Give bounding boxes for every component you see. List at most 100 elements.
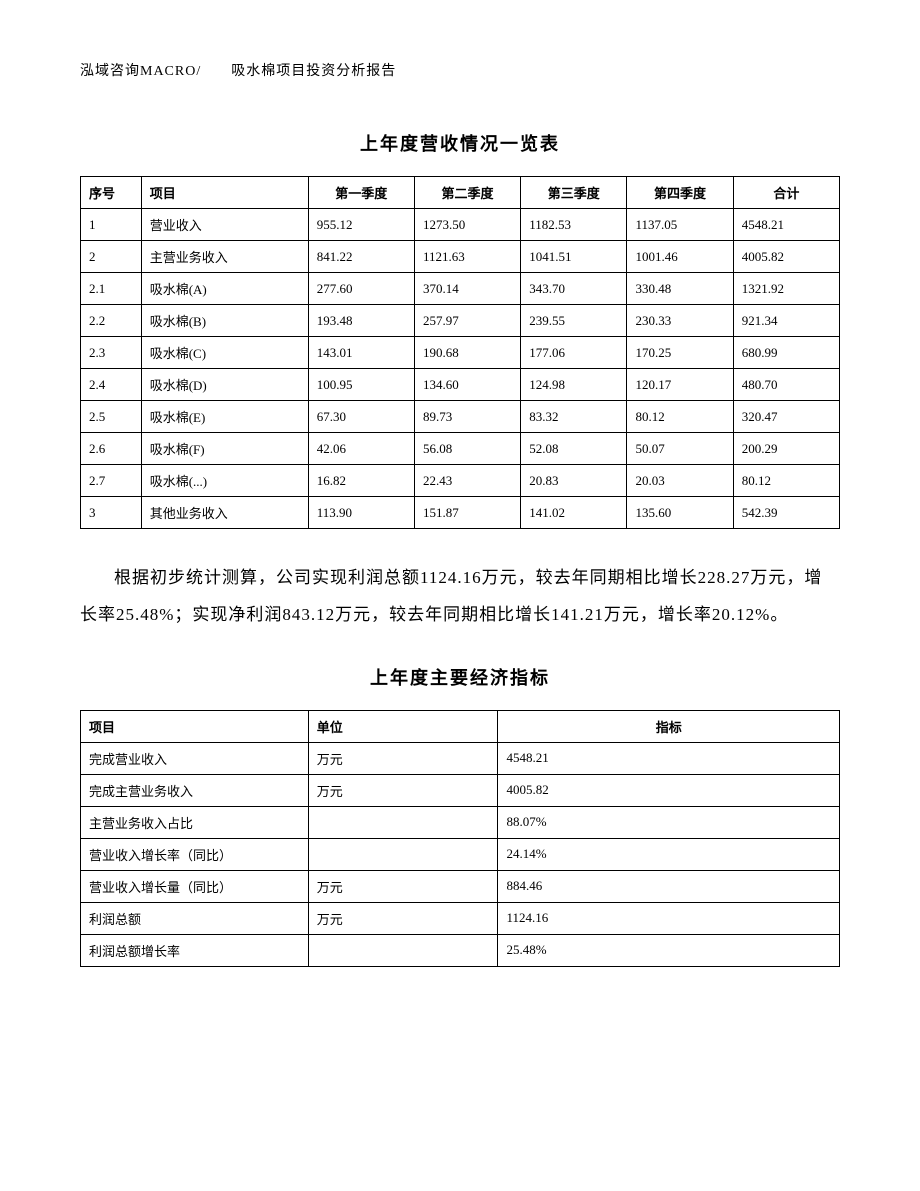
col-seq: 序号 xyxy=(81,177,142,209)
table-cell: 56.08 xyxy=(414,433,520,465)
table-row: 2.4吸水棉(D)100.95134.60124.98120.17480.70 xyxy=(81,369,840,401)
col-total: 合计 xyxy=(733,177,839,209)
table-cell: 万元 xyxy=(308,902,498,934)
table-cell: 841.22 xyxy=(308,241,414,273)
table-cell: 200.29 xyxy=(733,433,839,465)
table-cell: 120.17 xyxy=(627,369,733,401)
table-row: 2.1吸水棉(A)277.60370.14343.70330.481321.92 xyxy=(81,273,840,305)
table-cell: 万元 xyxy=(308,774,498,806)
table-cell: 230.33 xyxy=(627,305,733,337)
table-cell: 4548.21 xyxy=(498,742,840,774)
revenue-table: 序号 项目 第一季度 第二季度 第三季度 第四季度 合计 1营业收入955.12… xyxy=(80,176,840,529)
table-cell: 万元 xyxy=(308,742,498,774)
table-row: 完成营业收入万元4548.21 xyxy=(81,742,840,774)
col-value: 指标 xyxy=(498,710,840,742)
table-cell: 370.14 xyxy=(414,273,520,305)
table-cell: 343.70 xyxy=(521,273,627,305)
table-cell: 2.6 xyxy=(81,433,142,465)
table-row: 完成主营业务收入万元4005.82 xyxy=(81,774,840,806)
table-cell: 22.43 xyxy=(414,465,520,497)
table-cell: 277.60 xyxy=(308,273,414,305)
indicator-table: 项目 单位 指标 完成营业收入万元4548.21完成主营业务收入万元4005.8… xyxy=(80,710,840,967)
table-cell xyxy=(308,934,498,966)
col-q2: 第二季度 xyxy=(414,177,520,209)
table-cell: 67.30 xyxy=(308,401,414,433)
table-cell: 1001.46 xyxy=(627,241,733,273)
table-cell: 完成主营业务收入 xyxy=(81,774,309,806)
table-cell: 80.12 xyxy=(627,401,733,433)
table-cell: 542.39 xyxy=(733,497,839,529)
table-cell: 42.06 xyxy=(308,433,414,465)
table-cell: 利润总额增长率 xyxy=(81,934,309,966)
table-row: 2主营业务收入841.221121.631041.511001.464005.8… xyxy=(81,241,840,273)
col-item: 项目 xyxy=(81,710,309,742)
table-cell: 2 xyxy=(81,241,142,273)
table-cell: 1124.16 xyxy=(498,902,840,934)
table-cell: 2.7 xyxy=(81,465,142,497)
table-cell: 营业收入增长率（同比） xyxy=(81,838,309,870)
table-cell: 1041.51 xyxy=(521,241,627,273)
table-cell: 151.87 xyxy=(414,497,520,529)
table2-title: 上年度主要经济指标 xyxy=(80,664,840,690)
col-unit: 单位 xyxy=(308,710,498,742)
table-cell: 170.25 xyxy=(627,337,733,369)
table-cell: 2.2 xyxy=(81,305,142,337)
table-row: 利润总额万元1124.16 xyxy=(81,902,840,934)
table-cell: 88.07% xyxy=(498,806,840,838)
table-cell: 20.83 xyxy=(521,465,627,497)
table-cell: 52.08 xyxy=(521,433,627,465)
table-cell: 吸水棉(B) xyxy=(141,305,308,337)
table1-title: 上年度营收情况一览表 xyxy=(80,130,840,156)
table-cell: 2.1 xyxy=(81,273,142,305)
col-q4: 第四季度 xyxy=(627,177,733,209)
table-cell: 1137.05 xyxy=(627,209,733,241)
table-cell: 营业收入 xyxy=(141,209,308,241)
table-cell: 2.4 xyxy=(81,369,142,401)
table-cell xyxy=(308,838,498,870)
table-row: 1营业收入955.121273.501182.531137.054548.21 xyxy=(81,209,840,241)
table-cell: 4548.21 xyxy=(733,209,839,241)
table-cell: 100.95 xyxy=(308,369,414,401)
table-cell: 主营业务收入 xyxy=(141,241,308,273)
table-cell: 2.5 xyxy=(81,401,142,433)
table-cell: 2.3 xyxy=(81,337,142,369)
table-cell: 16.82 xyxy=(308,465,414,497)
table-cell: 3 xyxy=(81,497,142,529)
table-cell: 25.48% xyxy=(498,934,840,966)
table-cell: 239.55 xyxy=(521,305,627,337)
table-cell: 吸水棉(F) xyxy=(141,433,308,465)
table-cell xyxy=(308,806,498,838)
table-cell: 4005.82 xyxy=(498,774,840,806)
table-cell: 吸水棉(D) xyxy=(141,369,308,401)
table-cell: 921.34 xyxy=(733,305,839,337)
table-cell: 143.01 xyxy=(308,337,414,369)
table-cell: 吸水棉(A) xyxy=(141,273,308,305)
table-cell: 1273.50 xyxy=(414,209,520,241)
table-row: 营业收入增长量（同比）万元884.46 xyxy=(81,870,840,902)
table-cell: 20.03 xyxy=(627,465,733,497)
table-cell: 吸水棉(E) xyxy=(141,401,308,433)
table-row: 利润总额增长率 25.48% xyxy=(81,934,840,966)
table-cell: 24.14% xyxy=(498,838,840,870)
table-cell: 万元 xyxy=(308,870,498,902)
table-cell: 1182.53 xyxy=(521,209,627,241)
table-cell: 营业收入增长量（同比） xyxy=(81,870,309,902)
table-cell: 吸水棉(...) xyxy=(141,465,308,497)
table-row: 2.3吸水棉(C)143.01190.68177.06170.25680.99 xyxy=(81,337,840,369)
col-item: 项目 xyxy=(141,177,308,209)
table-cell: 50.07 xyxy=(627,433,733,465)
table-cell: 1321.92 xyxy=(733,273,839,305)
table-cell: 141.02 xyxy=(521,497,627,529)
table-cell: 1121.63 xyxy=(414,241,520,273)
table-cell: 257.97 xyxy=(414,305,520,337)
table-cell: 利润总额 xyxy=(81,902,309,934)
col-q3: 第三季度 xyxy=(521,177,627,209)
table-row: 2.2吸水棉(B)193.48257.97239.55230.33921.34 xyxy=(81,305,840,337)
page-header: 泓域咨询MACRO/ 吸水棉项目投资分析报告 xyxy=(80,60,840,80)
table-cell: 1 xyxy=(81,209,142,241)
table-cell: 135.60 xyxy=(627,497,733,529)
table-cell: 134.60 xyxy=(414,369,520,401)
table-cell: 124.98 xyxy=(521,369,627,401)
table-cell: 190.68 xyxy=(414,337,520,369)
table-cell: 89.73 xyxy=(414,401,520,433)
